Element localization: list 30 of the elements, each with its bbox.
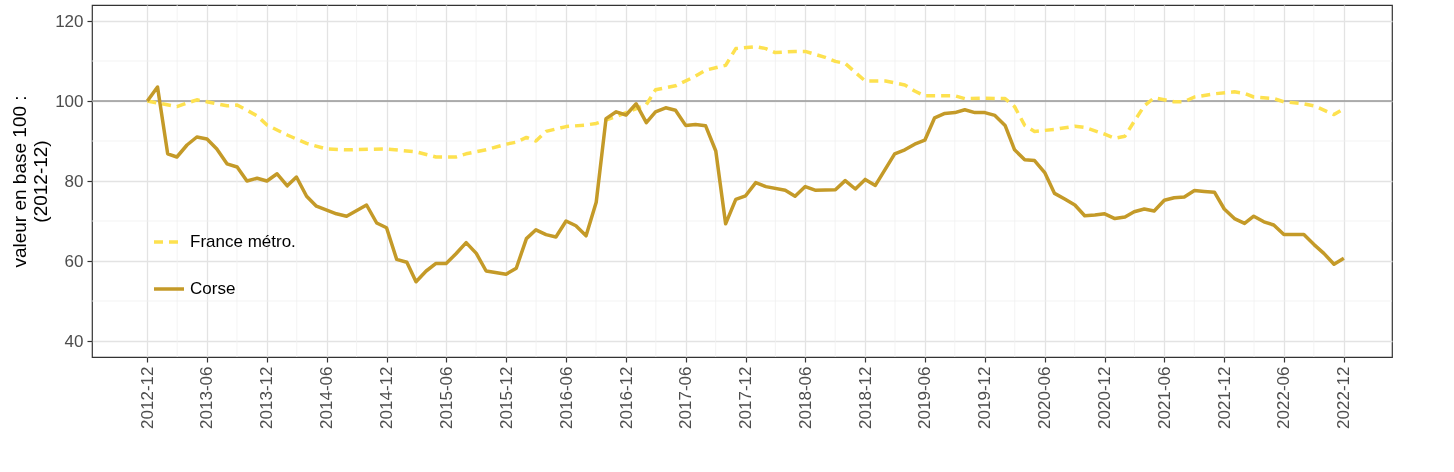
x-tick-label: 2017-12 [736,366,756,429]
x-tick-label: 2016-12 [616,366,636,429]
x-tick-label: 2021-12 [1214,366,1234,429]
y-axis-title: valeur en base 100 : (2012-12) [9,95,52,268]
x-tick-label: 2015-06 [436,366,456,429]
x-tick-label: 2013-06 [197,366,217,429]
x-tick-label: 2012-12 [137,366,157,429]
x-tick-label: 2014-12 [377,366,397,429]
x-tick-label: 2021-06 [1154,366,1174,429]
y-tick-label: 60 [64,251,84,271]
x-tick-label: 2018-12 [855,366,875,429]
x-tick-label: 2022-06 [1274,366,1294,429]
x-tick-label: 2019-12 [975,366,995,429]
line-series [145,85,1346,284]
x-tick-label: 2018-06 [795,366,815,429]
x-tick-label: 2014-06 [317,366,337,429]
x-tick-label: 2022-12 [1334,366,1354,429]
y-tick-label: 100 [55,91,84,111]
x-tick-label: 2016-06 [556,366,576,429]
y-tick-label: 120 [55,11,84,31]
x-tick-label: 2015-12 [496,366,516,429]
x-tick-label: 2020-12 [1095,366,1115,429]
y-tick-label: 40 [64,331,84,351]
x-tick-label: 2013-12 [257,366,277,429]
legend-label: France métro. [190,232,296,251]
x-tick-label: 2019-06 [915,366,935,429]
x-tick-label: 2020-06 [1035,366,1055,429]
x-tick-label: 2017-06 [676,366,696,429]
y-tick-label: 80 [64,171,84,191]
legend-label: Corse [190,279,236,298]
